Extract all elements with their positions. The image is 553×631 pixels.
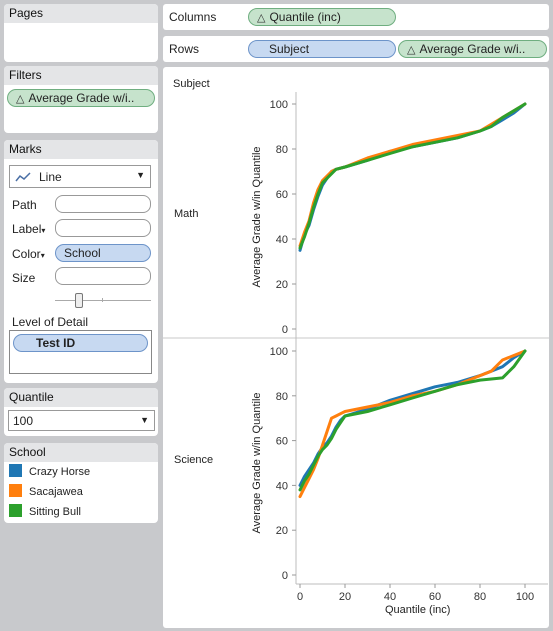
y-tick-label: 100 [270,346,288,358]
columns-pill-label: Quantile (inc) [269,10,341,24]
legend-swatch [9,464,22,477]
x-tick-label: 100 [516,591,534,603]
y-tick-label: 100 [270,99,288,111]
series-line-sitting-bull [298,102,527,250]
row-header-science: Science [174,454,214,466]
y-axis-title: Average Grade w/in Quantile [251,146,263,287]
x-tick-label: 0 [297,591,303,603]
rows-pill-label: Average Grade w/i.. [419,42,526,56]
label-label[interactable]: Label▾ [12,222,46,236]
y-tick-label: 40 [276,234,288,246]
quantile-value: 100 [13,414,34,428]
columns-label: Columns [169,10,217,24]
marks-card: Marks Line ▼ Path Label▾ Color▾ School S… [4,140,158,383]
measure-triangle-icon: △ [407,44,416,56]
columns-pill-quantile[interactable]: △ Quantile (inc) [248,8,396,26]
y-tick-label: 20 [276,279,288,291]
row-header-math: Math [174,208,199,220]
y-tick-label: 40 [276,480,288,492]
measure-triangle-icon: △ [257,12,266,24]
series-line-sacajawea [298,349,527,499]
y-axis-title: Average Grade w/in Quantile [251,392,263,533]
size-slider-handle[interactable] [75,293,83,308]
x-axis-title: Quantile (inc) [385,604,451,616]
legend-item-crazy-horse[interactable]: Crazy Horse [9,464,90,480]
level-of-detail-label: Level of Detail [12,315,89,329]
filters-title: Filters [4,66,158,85]
x-tick-label: 60 [429,591,441,603]
y-tick-label: 60 [276,436,288,448]
pages-card: Pages [4,4,158,62]
chevron-down-icon: ▼ [140,415,149,425]
line-mark-icon [15,172,31,182]
legend-swatch [9,484,22,497]
chart-svg: 0 20 40 60 80 100 Average Grade w/in Quantile 0… [163,92,549,603]
filters-card: Filters △ Average Grade w/i.. [4,66,158,133]
label-shelf[interactable] [55,219,151,237]
y-tick-label: 80 [276,144,288,156]
school-legend-title: School [4,443,158,462]
filter-pill-label: Average Grade w/i.. [28,91,135,105]
size-shelf[interactable] [55,267,151,285]
color-pill-school[interactable]: School [55,244,151,262]
y-tick-label: 60 [276,189,288,201]
y-tick-label: 0 [282,570,288,582]
legend-item-sacajawea[interactable]: Sacajawea [9,484,83,500]
filter-pill-average-grade[interactable]: △ Average Grade w/i.. [7,89,155,107]
school-legend-card: School Crazy Horse Sacajawea Sitting Bul… [4,443,158,523]
legend-swatch [9,504,22,517]
rows-pill-average-grade[interactable]: △ Average Grade w/i.. [398,40,547,58]
view-area: Subject Math Science Quantile (inc) 0 20 4… [163,67,549,628]
marks-title: Marks [4,140,158,159]
subject-header: Subject [173,78,210,90]
size-label: Size [12,271,36,285]
chevron-down-icon: ▼ [136,170,145,180]
rows-label: Rows [169,42,200,56]
rows-pill-subject[interactable]: Subject [248,40,396,58]
level-of-detail-shelf[interactable]: Test ID [9,330,152,374]
x-tick-label: 40 [384,591,396,603]
x-tick-label: 20 [339,591,351,603]
size-slider-track [55,300,151,301]
measure-triangle-icon: △ [16,93,25,105]
series-line-sitting-bull [298,349,527,492]
columns-shelf[interactable]: Columns △ Quantile (inc) [163,4,549,30]
y-tick-label: 0 [282,324,288,336]
y-tick-label: 80 [276,391,288,403]
pages-title: Pages [4,4,158,23]
y-tick-label: 20 [276,525,288,537]
detail-pill-test-id[interactable]: Test ID [13,334,148,352]
path-shelf[interactable] [55,195,151,213]
rows-shelf[interactable]: Rows Subject △ Average Grade w/i.. [163,36,549,62]
mark-type-dropdown[interactable]: Line ▼ [9,165,151,188]
mark-type-label: Line [39,170,62,184]
size-slider-tick [102,298,103,302]
quantile-title: Quantile [4,388,158,407]
legend-item-sitting-bull[interactable]: Sitting Bull [9,504,81,520]
quantile-card: Quantile 100 ▼ [4,388,158,436]
path-label: Path [12,198,37,212]
color-label[interactable]: Color▾ [12,247,45,261]
quantile-dropdown[interactable]: 100 ▼ [8,410,155,431]
x-tick-label: 80 [474,591,486,603]
